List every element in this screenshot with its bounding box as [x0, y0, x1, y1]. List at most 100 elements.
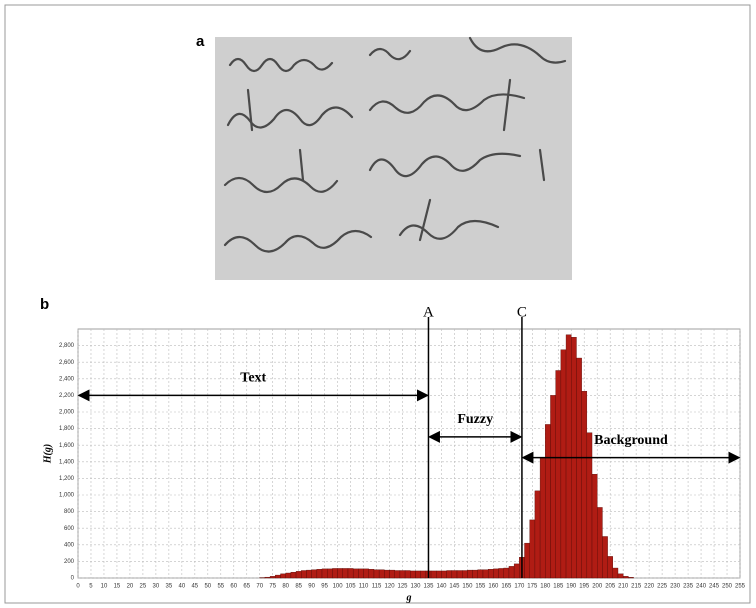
x-tick-label: 155 — [475, 584, 486, 590]
x-tick-label: 65 — [243, 584, 250, 590]
bar — [373, 569, 380, 579]
x-tick-label: 195 — [579, 584, 590, 590]
bar — [576, 357, 582, 579]
x-tick-label: 30 — [153, 584, 160, 590]
bar — [591, 474, 598, 579]
x-tick-label: 20 — [127, 584, 134, 590]
x-tick-label: 125 — [398, 584, 409, 590]
x-tick-label: 165 — [501, 584, 512, 590]
bar — [529, 519, 536, 579]
bar — [539, 457, 546, 579]
panel-label: b — [40, 296, 49, 313]
x-tick-label: 110 — [359, 584, 369, 590]
x-tick-label: 140 — [436, 584, 447, 590]
x-tick-label: 210 — [618, 584, 629, 590]
bar — [295, 571, 302, 579]
y-tick-label: 0 — [71, 576, 75, 582]
bar — [275, 574, 281, 579]
bar — [472, 569, 478, 579]
bar — [404, 570, 411, 579]
handwriting-photo — [215, 36, 572, 280]
bar — [394, 570, 401, 579]
bar — [301, 570, 307, 579]
bar — [487, 569, 494, 579]
y-tick-label: 2,600 — [59, 360, 75, 366]
bar — [462, 570, 468, 579]
bar — [430, 570, 437, 579]
y-tick-label: 1,200 — [59, 476, 75, 482]
x-tick-label: 120 — [385, 584, 396, 590]
x-tick-label: 200 — [592, 584, 603, 590]
bar — [420, 570, 427, 579]
x-tick-label: 225 — [657, 584, 668, 590]
x-tick-label: 100 — [333, 584, 344, 590]
bar — [264, 576, 271, 579]
bar — [321, 568, 328, 579]
x-tick-label: 250 — [722, 584, 733, 590]
bar — [477, 569, 484, 579]
marker-label: C — [517, 304, 527, 320]
x-tick-label: 175 — [527, 584, 538, 590]
bar — [503, 567, 510, 579]
y-tick-label: 1,800 — [59, 426, 75, 432]
bar — [358, 568, 364, 579]
x-tick-label: 70 — [256, 584, 263, 590]
x-tick-label: 170 — [514, 584, 525, 590]
x-tick-label: 50 — [204, 584, 211, 590]
x-axis-label: g — [406, 592, 412, 603]
bar — [316, 569, 323, 579]
region-label: Fuzzy — [457, 412, 493, 427]
y-tick-label: 400 — [64, 542, 75, 548]
bar — [311, 569, 318, 579]
bar — [280, 573, 286, 579]
x-tick-label: 215 — [631, 584, 642, 590]
y-tick-label: 1,400 — [59, 459, 75, 465]
x-tick-label: 60 — [230, 584, 237, 590]
bar — [451, 570, 458, 579]
bar — [607, 556, 613, 579]
bar — [612, 567, 619, 579]
bar — [560, 349, 567, 579]
bar — [378, 569, 385, 579]
bar — [581, 391, 588, 579]
y-tick-label: 1,600 — [59, 443, 75, 449]
bar — [565, 334, 572, 579]
bar — [628, 577, 634, 579]
bar — [332, 568, 338, 579]
bar — [498, 568, 504, 579]
x-tick-label: 105 — [346, 584, 357, 590]
bar — [597, 507, 603, 579]
bar — [389, 569, 395, 579]
bar — [342, 568, 349, 579]
bar — [555, 370, 562, 579]
x-tick-label: 5 — [89, 584, 93, 590]
bar — [290, 571, 297, 579]
bar — [352, 568, 359, 579]
bar — [347, 568, 354, 579]
y-tick-label: 2,200 — [59, 393, 75, 399]
bar — [446, 570, 453, 579]
x-tick-label: 180 — [540, 584, 551, 590]
x-tick-label: 45 — [191, 584, 198, 590]
x-tick-label: 95 — [321, 584, 328, 590]
bar — [524, 542, 530, 579]
bar — [269, 576, 276, 579]
bar — [513, 563, 520, 579]
bar — [368, 569, 375, 579]
x-tick-label: 205 — [605, 584, 616, 590]
bar — [410, 570, 416, 579]
bar — [534, 490, 541, 579]
bar — [441, 570, 447, 579]
x-tick-label: 190 — [566, 584, 577, 590]
bar — [384, 569, 390, 579]
x-tick-label: 135 — [423, 584, 434, 590]
bar — [482, 569, 489, 579]
bar — [436, 570, 442, 579]
y-tick-label: 800 — [64, 509, 75, 515]
x-tick-label: 115 — [372, 584, 382, 590]
bar — [456, 570, 463, 579]
bar — [467, 569, 473, 579]
x-tick-label: 220 — [644, 584, 655, 590]
y-tick-label: 2,800 — [59, 343, 75, 349]
x-tick-label: 25 — [140, 584, 147, 590]
